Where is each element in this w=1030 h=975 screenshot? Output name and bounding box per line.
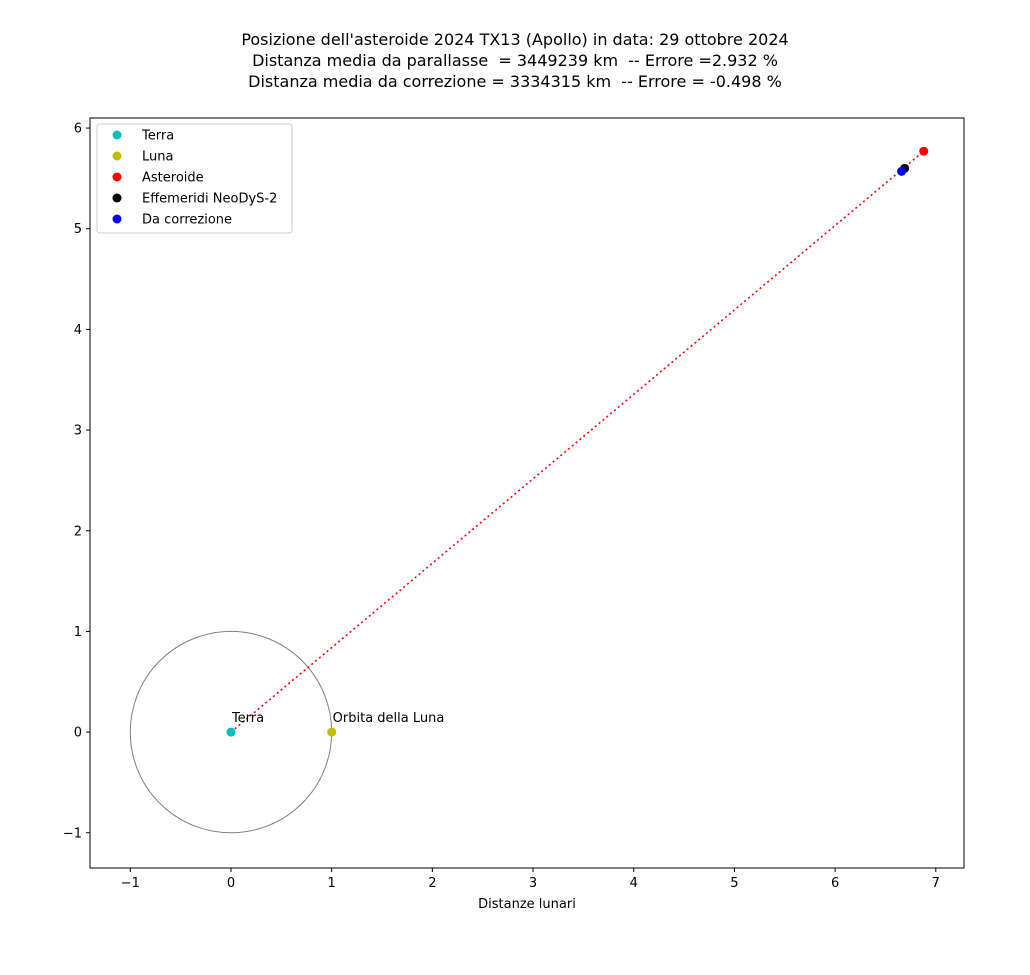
y-tick-label: 3 xyxy=(74,424,82,439)
y-tick-label: 5 xyxy=(74,222,82,237)
x-tick-label: 5 xyxy=(730,876,738,891)
x-tick-label: 4 xyxy=(630,876,638,891)
x-tick-label: −1 xyxy=(121,876,140,891)
x-tick-label: 7 xyxy=(932,876,940,891)
annotation-0: Terra xyxy=(231,711,264,726)
y-tick-label: 2 xyxy=(74,524,82,539)
title-line-1: Posizione dell'asteroide 2024 TX13 (Apol… xyxy=(241,30,789,49)
legend-label: Da correzione xyxy=(142,213,232,228)
y-tick-label: 4 xyxy=(74,323,82,338)
y-tick-label: 1 xyxy=(74,625,82,640)
legend-box xyxy=(96,123,293,234)
x-tick-label: 2 xyxy=(428,876,436,891)
plot-frame xyxy=(89,117,965,869)
y-tick-label: 6 xyxy=(74,122,82,137)
axes: −1 0 1 2 3 4 5 6 7 −1 0 1 2 3 4 5 6 xyxy=(63,122,940,891)
legend-label: Effemeridi NeoDyS-2 xyxy=(142,192,277,207)
point-terra xyxy=(226,727,236,737)
legend: Terra Luna Asteroide Effemeridi NeoDyS-2 Da … xyxy=(96,123,293,234)
legend-marker xyxy=(112,151,122,161)
legend-label: Asteroide xyxy=(142,171,204,186)
title-line-2: Distanza media da parallasse = 3449239 k… xyxy=(252,51,778,70)
title-line-3: Distanza media da correzione = 3334315 k… xyxy=(248,72,782,91)
legend-label: Luna xyxy=(142,150,173,165)
x-tick-label: 0 xyxy=(227,876,235,891)
point-luna xyxy=(327,727,337,737)
y-tick-label: −1 xyxy=(63,826,82,841)
chart-marks: Terra Orbita della Luna xyxy=(129,146,929,834)
point-da-correzione xyxy=(897,166,907,176)
legend-marker xyxy=(112,214,122,224)
y-tick-label: 0 xyxy=(74,726,82,741)
point-asteroide xyxy=(919,146,929,156)
legend-label: Terra xyxy=(141,129,174,144)
sightline-dotted xyxy=(230,150,925,733)
legend-marker xyxy=(112,193,122,203)
annotation-1: Orbita della Luna xyxy=(333,711,445,726)
x-tick-label: 6 xyxy=(831,876,839,891)
legend-marker xyxy=(112,172,122,182)
x-axis-label: Distanze lunari xyxy=(478,897,576,912)
plot-area xyxy=(90,118,964,868)
legend-marker xyxy=(112,130,122,140)
x-tick-label: 1 xyxy=(328,876,336,891)
x-tick-label: 3 xyxy=(529,876,537,891)
